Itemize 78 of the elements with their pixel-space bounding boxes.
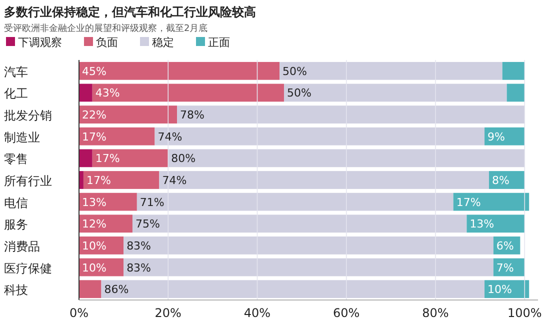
bar (79, 149, 92, 168)
y-tick-label: 所有行业 (4, 174, 52, 188)
bar (79, 127, 155, 146)
bar (92, 84, 284, 102)
bar (83, 171, 160, 189)
data-label: 22% (82, 108, 106, 122)
data-label: 45% (82, 64, 106, 78)
x-tick-label: 80% (422, 306, 449, 320)
data-label: 75% (135, 218, 160, 231)
bar (177, 106, 525, 124)
chart-title: 多数行业保持稳定，但汽车和化工行业风险较高 (4, 5, 256, 19)
x-tick-label: 100% (507, 306, 542, 320)
bar (101, 280, 485, 298)
data-label: 17% (82, 130, 106, 144)
data-label: 12% (82, 218, 106, 231)
y-tick-label: 电信 (4, 196, 28, 210)
data-label: 8% (492, 174, 510, 187)
data-label: 50% (282, 64, 307, 78)
legend-label: 稳定 (152, 36, 174, 49)
data-label: 13% (470, 218, 494, 231)
bar (136, 192, 454, 211)
bar (79, 280, 102, 298)
bar (506, 84, 525, 102)
bar (92, 149, 168, 168)
data-label: 83% (126, 239, 152, 252)
bar (79, 62, 280, 80)
bar (124, 258, 494, 276)
data-label: 10% (82, 239, 106, 252)
y-tick-label: 汽车 (4, 64, 28, 79)
legend-label: 正面 (208, 36, 230, 49)
y-tick-label: 服务 (4, 218, 28, 232)
data-label: 17% (456, 196, 481, 209)
y-tick-label: 医疗保健 (4, 261, 52, 276)
y-tick-label: 制造业 (4, 130, 40, 144)
bar (79, 192, 137, 211)
data-label: 10% (82, 261, 106, 274)
chart-subtitle: 受评欧洲非金融企业的展望和评级观察，截至2月底 (4, 23, 208, 34)
bar (79, 84, 92, 102)
data-label: 80% (171, 152, 196, 166)
data-label: 74% (158, 130, 182, 144)
legend-label: 负面 (96, 36, 118, 49)
data-label: 7% (496, 261, 514, 274)
data-label: 17% (95, 152, 120, 166)
data-label: 78% (180, 108, 204, 122)
bar (79, 171, 84, 189)
data-label: 10% (488, 283, 512, 296)
bar (466, 214, 525, 233)
data-label: 71% (140, 196, 164, 209)
y-tick-label: 消费品 (4, 239, 40, 254)
y-tick-label: 零售 (4, 152, 28, 166)
y-tick-label: 化工 (4, 86, 28, 101)
bar (284, 84, 507, 102)
bar (79, 214, 132, 233)
data-label: 9% (488, 130, 505, 144)
data-label: 50% (286, 86, 312, 100)
bar (132, 214, 467, 233)
data-label: 17% (86, 174, 111, 187)
bar (280, 62, 502, 80)
bar (168, 149, 525, 168)
bar (502, 62, 525, 80)
y-tick-label: 科技 (4, 283, 28, 298)
x-tick-label: 0% (69, 306, 89, 320)
bar (453, 192, 530, 211)
data-label: 43% (95, 86, 120, 100)
bar (124, 236, 494, 254)
data-label: 13% (82, 196, 106, 209)
x-tick-label: 40% (244, 306, 271, 320)
bar (154, 127, 485, 146)
x-tick-label: 20% (154, 306, 182, 320)
data-label: 6% (496, 239, 514, 252)
legend-label: 下调观察 (18, 36, 62, 49)
data-label: 86% (104, 283, 129, 296)
x-tick-label: 60% (333, 306, 360, 320)
y-tick-label: 批发分销 (4, 108, 52, 123)
data-label: 83% (126, 261, 152, 274)
data-label: 74% (162, 174, 187, 187)
bar (79, 106, 178, 124)
bar (159, 171, 489, 189)
